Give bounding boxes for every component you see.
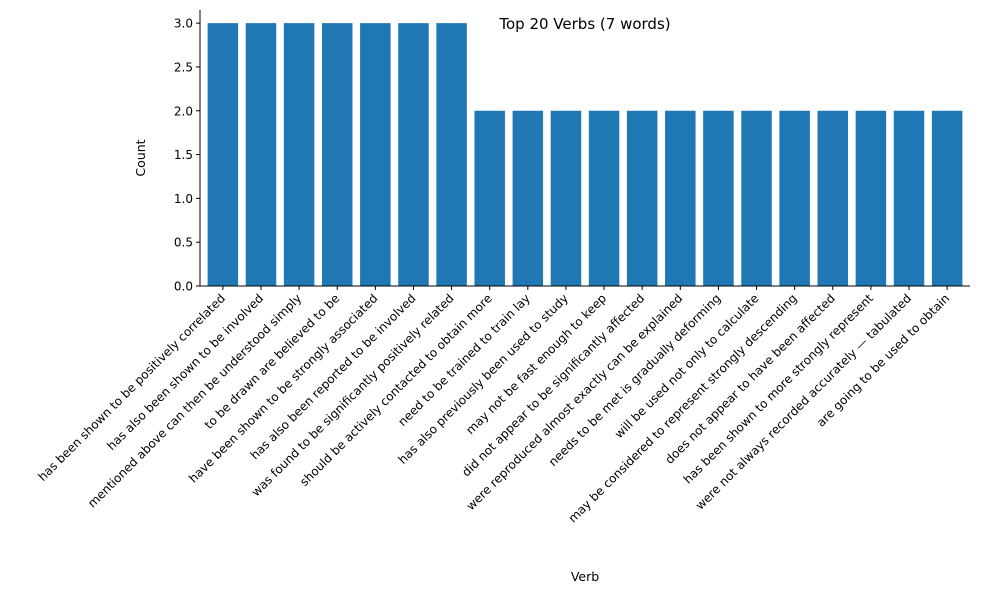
bar (703, 110, 734, 286)
y-tick-label: 1.0 (174, 192, 193, 206)
bar (893, 110, 925, 286)
bar (512, 110, 544, 286)
x-tick-label: may not be fast enough to keep (463, 291, 609, 437)
bar (474, 110, 505, 286)
bar (321, 23, 353, 287)
bar (283, 23, 315, 287)
bar (779, 110, 810, 286)
bar (550, 110, 582, 286)
y-axis-label: Count (133, 139, 148, 176)
bar (741, 110, 772, 286)
bar (360, 23, 391, 287)
y-tick-label: 0.5 (174, 236, 193, 250)
x-axis: has been shown to be positively correlat… (35, 286, 952, 525)
x-axis-label: Verb (571, 569, 599, 584)
bar (855, 110, 887, 286)
y-tick-label: 1.5 (174, 148, 193, 162)
bars-group (207, 23, 963, 287)
bar (207, 23, 239, 287)
y-tick-label: 2.5 (174, 60, 193, 74)
bar (817, 110, 849, 286)
y-tick-label: 0.0 (174, 280, 193, 294)
y-tick-label: 3.0 (174, 17, 193, 31)
y-tick-label: 2.0 (174, 104, 193, 118)
bar (931, 110, 963, 286)
bar (665, 110, 696, 286)
bar (245, 23, 277, 287)
bar (588, 110, 620, 286)
bar (436, 23, 467, 287)
bar (626, 110, 658, 286)
bar (398, 23, 429, 287)
chart-title: Top 20 Verbs (7 words) (498, 15, 670, 33)
y-axis: 0.0 0.5 1.0 1.5 2.0 2.5 3.0 (174, 17, 200, 294)
